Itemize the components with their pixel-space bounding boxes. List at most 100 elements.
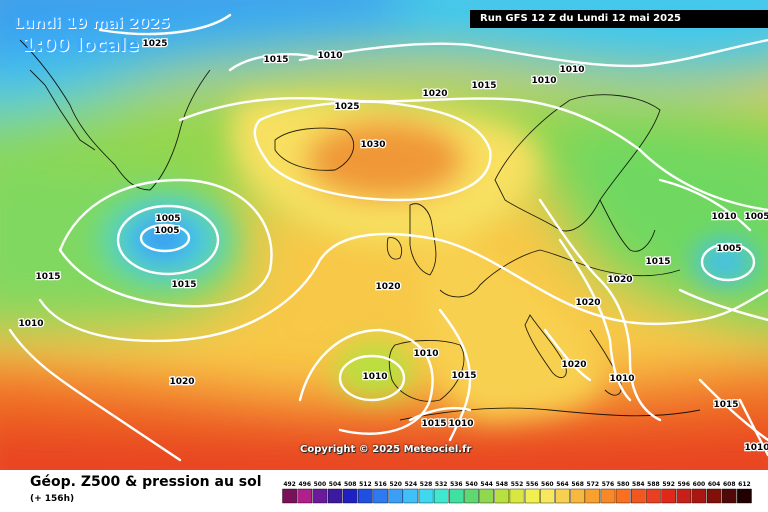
legend-value: 528 [420, 481, 433, 488]
legend-swatch [494, 488, 510, 504]
legend-swatch [676, 488, 692, 504]
isobar-label: 1010 [559, 65, 584, 75]
legend-value: 508 [344, 481, 357, 488]
legend-swatch [464, 488, 479, 504]
legend-swatch [449, 488, 464, 504]
isobar-label: 1010 [18, 319, 43, 329]
isobar-label: 1025 [142, 39, 167, 49]
footer-subtitle: (+ 156h) [30, 494, 75, 504]
isobar-label: 1005 [155, 214, 180, 224]
isobar-label: 1010 [362, 372, 387, 382]
legend-value: 592 [662, 481, 675, 488]
legend-swatch [540, 488, 555, 504]
isobar-label: 1020 [575, 298, 600, 308]
isobar-label: 1015 [421, 419, 446, 429]
legend-value: 572 [587, 481, 600, 488]
legend-value: 504 [329, 481, 342, 488]
legend-value: 532 [435, 481, 448, 488]
isobar-label: 1015 [451, 371, 476, 381]
legend-swatch [631, 488, 646, 504]
isobar-label: 1005 [744, 212, 768, 222]
legend-value: 496 [298, 481, 311, 488]
legend-value: 588 [647, 481, 660, 488]
legend-swatch [691, 488, 707, 504]
color-legend: 492 496 500 504 508 512 516 520 524 528 532 536 540 5… [282, 481, 752, 504]
copyright-text: Copyright © 2025 Meteociel.fr [300, 444, 472, 455]
legend-swatch [555, 488, 570, 504]
legend-swatch [282, 488, 297, 504]
isobar-label: 1030 [360, 140, 385, 150]
isobar-label: 1015 [171, 280, 196, 290]
isobar-label: 1025 [334, 102, 359, 112]
legend-swatch [388, 488, 403, 504]
legend-swatch [358, 488, 373, 504]
isobar-label: 1010 [317, 51, 342, 61]
legend-swatch [509, 488, 525, 504]
forecast-local-time: 1:00 locale [22, 34, 139, 56]
isobar-label: 1015 [263, 55, 288, 65]
legend-value: 512 [359, 481, 372, 488]
legend-value: 584 [632, 481, 645, 488]
legend-swatch [403, 488, 419, 504]
legend-value: 596 [678, 481, 691, 488]
legend-value: 536 [450, 481, 463, 488]
isobar-label: 1015 [645, 257, 670, 267]
legend-value: 568 [571, 481, 584, 488]
legend-value: 612 [738, 481, 751, 488]
legend-value: 608 [723, 481, 736, 488]
legend-swatch [585, 488, 601, 504]
isobar-label: 1010 [744, 443, 768, 453]
legend-value: 604 [708, 481, 721, 488]
legend-swatch [524, 488, 540, 504]
isobar-label: 1020 [375, 282, 400, 292]
isobar-label: 1020 [169, 377, 194, 387]
legend-swatch [646, 488, 661, 504]
isobar-label: 1010 [413, 349, 438, 359]
legend-value: 540 [465, 481, 478, 488]
legend-value: 564 [556, 481, 569, 488]
legend-value: 548 [496, 481, 509, 488]
coastlines [19, 39, 701, 421]
legend-swatch [327, 488, 343, 504]
legend-swatch [570, 488, 585, 504]
legend-swatch [661, 488, 676, 504]
geopotential-field [0, 0, 768, 470]
legend-swatch [615, 488, 631, 504]
legend-value: 492 [283, 481, 296, 488]
legend-swatch [706, 488, 722, 504]
isobar-label: 1020 [607, 275, 632, 285]
legend-value: 600 [693, 481, 706, 488]
legend-value: 516 [374, 481, 387, 488]
legend-value: 576 [602, 481, 615, 488]
isobar-label: 1020 [561, 360, 586, 370]
isobar-label: 1010 [609, 374, 634, 384]
isobars [8, 13, 768, 462]
legend-swatch [342, 488, 358, 504]
isobar-label: 1015 [471, 81, 496, 91]
legend-swatch [600, 488, 616, 504]
legend-value: 552 [511, 481, 524, 488]
legend-swatch [721, 488, 737, 504]
legend-value: 580 [617, 481, 630, 488]
isobar-label: 1005 [154, 226, 179, 236]
isobar-label: 1015 [713, 400, 738, 410]
isobar-label: 1010 [711, 212, 736, 222]
run-info: Run GFS 12 Z du Lundi 12 mai 2025 [470, 10, 768, 28]
legend-swatch [312, 488, 328, 504]
legend-swatch [418, 488, 434, 504]
legend-swatch [479, 488, 494, 504]
legend-value: 560 [541, 481, 554, 488]
legend-swatch [433, 488, 449, 504]
isobar-label: 1005 [716, 244, 741, 254]
legend-value: 524 [405, 481, 418, 488]
legend-swatch [297, 488, 313, 504]
isobar-label: 1010 [448, 419, 473, 429]
isobar-label: 1015 [35, 272, 60, 282]
isobar-label: 1020 [169, 377, 194, 387]
legend-swatch [373, 488, 388, 504]
footer-title: Géop. Z500 & pression au sol [30, 474, 262, 490]
forecast-date: Lundi 19 mai 2025 [14, 14, 170, 32]
legend-value: 520 [389, 481, 402, 488]
